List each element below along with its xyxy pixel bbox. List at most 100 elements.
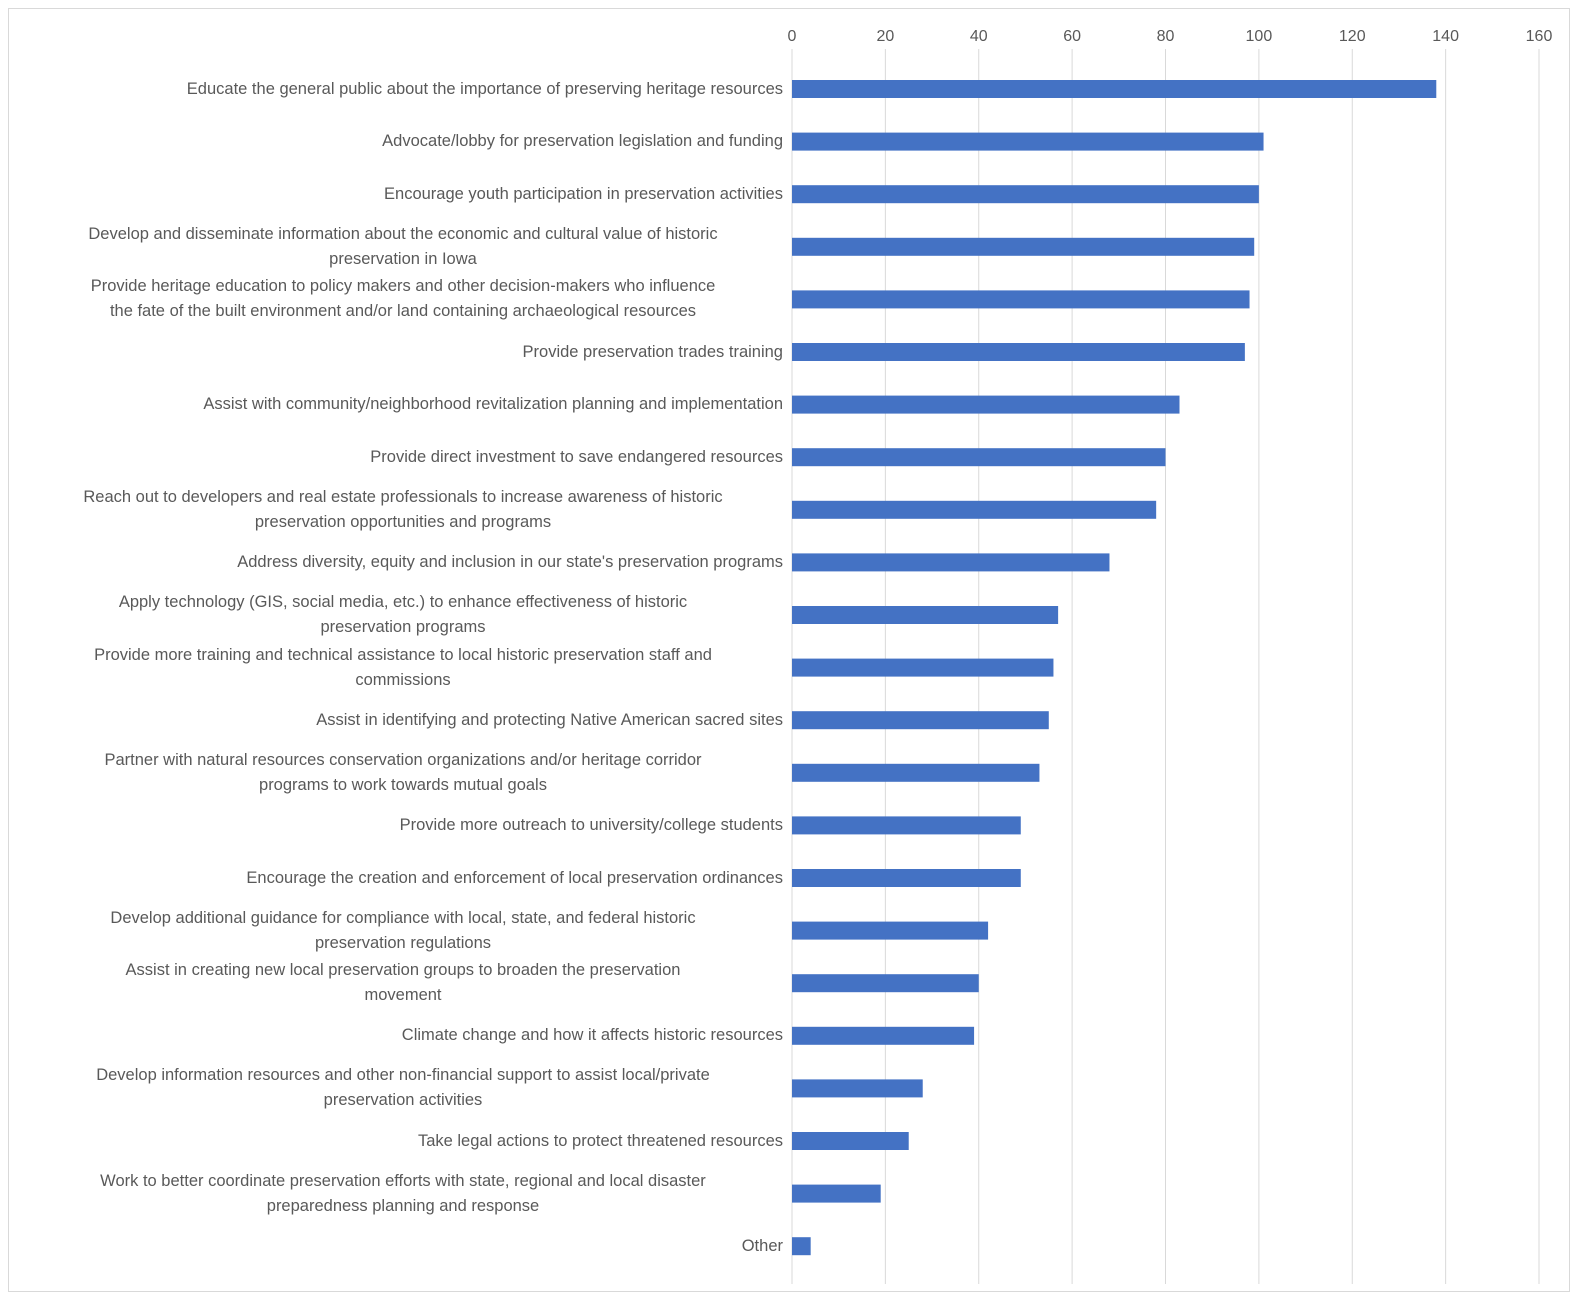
category-label-line: Reach out to developers and real estate … bbox=[83, 487, 723, 506]
bar bbox=[792, 132, 1264, 151]
x-tick-label: 140 bbox=[1432, 28, 1459, 45]
category-label-text: Provide preservation trades training bbox=[523, 340, 783, 365]
x-tick-label: 100 bbox=[1246, 28, 1273, 45]
x-tick-label: 0 bbox=[788, 28, 797, 45]
category-label-text: Partner with natural resources conservat… bbox=[104, 748, 701, 798]
category-label-line: Other bbox=[741, 1236, 783, 1255]
category-label-line: the fate of the built environment and/or… bbox=[109, 302, 697, 321]
category-label-text: Provide heritage education to policy mak… bbox=[91, 274, 716, 324]
category-label: Other bbox=[23, 1234, 783, 1259]
category-label-line: preservation programs bbox=[320, 618, 486, 636]
x-tick-label: 40 bbox=[970, 28, 988, 45]
category-label: Reach out to developers and real estate … bbox=[23, 485, 783, 535]
category-label: Provide more outreach to university/coll… bbox=[23, 813, 783, 838]
category-label-line: Provide direct investment to save endang… bbox=[370, 447, 783, 466]
bar bbox=[792, 290, 1250, 309]
category-label-text: Assist in identifying and protecting Nat… bbox=[316, 708, 783, 733]
category-label: Encourage the creation and enforcement o… bbox=[23, 866, 783, 891]
bar bbox=[792, 711, 1049, 730]
bar bbox=[792, 185, 1259, 204]
category-label-line: Address diversity, equity and inclusion … bbox=[237, 552, 783, 571]
category-label-line: Provide more outreach to university/coll… bbox=[399, 815, 783, 834]
category-label-text: Provide more training and technical assi… bbox=[94, 643, 712, 693]
category-label-line: Provide more training and technical assi… bbox=[94, 645, 712, 664]
category-label-line: preparedness planning and response bbox=[266, 1196, 540, 1215]
category-label: Provide preservation trades training bbox=[23, 340, 783, 365]
bar bbox=[792, 1184, 881, 1203]
category-label-text: Encourage the creation and enforcement o… bbox=[246, 866, 783, 891]
bar bbox=[792, 553, 1110, 572]
category-label: Assist in creating new local preservatio… bbox=[23, 958, 783, 1008]
category-label: Provide direct investment to save endang… bbox=[23, 445, 783, 470]
bar bbox=[792, 1079, 923, 1098]
x-tick-label: 20 bbox=[876, 28, 894, 45]
category-label-line: programs to work towards mutual goals bbox=[259, 775, 547, 794]
category-label: Address diversity, equity and inclusion … bbox=[23, 550, 783, 575]
category-label-text: Develop and disseminate information abou… bbox=[88, 222, 717, 272]
category-label: Develop additional guidance for complian… bbox=[23, 906, 783, 956]
bar-chart: 0 20 40 60 80 100 120 140 160 bbox=[788, 28, 1553, 1284]
category-label-line: Climate change and how it affects histor… bbox=[401, 1026, 783, 1045]
bar bbox=[792, 1026, 975, 1045]
bar bbox=[792, 921, 989, 940]
category-label-line: Develop information resources and other … bbox=[96, 1066, 710, 1085]
category-label-line: Provide preservation trades training bbox=[522, 342, 783, 361]
category-label-text: Develop information resources and other … bbox=[96, 1063, 710, 1113]
category-label-line: Partner with natural resources conservat… bbox=[104, 750, 702, 769]
category-label: Develop and disseminate information abou… bbox=[23, 222, 783, 272]
category-label-line: preservation activities bbox=[323, 1091, 483, 1110]
category-label: Provide heritage education to policy mak… bbox=[23, 274, 783, 324]
category-label-text: Provide more outreach to university/coll… bbox=[400, 813, 783, 838]
category-label: Assist in identifying and protecting Nat… bbox=[23, 708, 783, 733]
x-tick-label: 160 bbox=[1526, 28, 1553, 45]
bar bbox=[792, 343, 1245, 361]
category-label-line: Apply technology (GIS, social media, etc… bbox=[118, 593, 688, 611]
bar bbox=[792, 500, 1157, 519]
bar bbox=[792, 606, 1059, 624]
category-label-text: Encourage youth participation in preserv… bbox=[384, 182, 783, 207]
category-label-text: Work to better coordinate preservation e… bbox=[100, 1169, 706, 1219]
bar bbox=[792, 869, 1021, 887]
bar bbox=[792, 763, 1040, 782]
category-label-line: preservation opportunities and programs bbox=[254, 512, 552, 531]
category-label-line: preservation regulations bbox=[314, 933, 492, 952]
category-label-text: Assist in creating new local preservatio… bbox=[126, 958, 681, 1008]
bar bbox=[792, 1237, 811, 1256]
bar bbox=[792, 237, 1255, 256]
x-tick-label: 120 bbox=[1339, 28, 1366, 45]
category-label-text: Assist with community/neighborhood revit… bbox=[203, 392, 783, 417]
category-label-line: movement bbox=[364, 986, 442, 1005]
category-label-line: Develop additional guidance for complian… bbox=[110, 908, 696, 927]
category-label-text: Other bbox=[742, 1234, 783, 1259]
category-label-text: Take legal actions to protect threatened… bbox=[418, 1129, 783, 1154]
category-label-line: Assist in identifying and protecting Nat… bbox=[316, 710, 783, 729]
category-label-line: Educate the general public about the imp… bbox=[186, 79, 783, 98]
bar bbox=[792, 1132, 909, 1150]
category-label: Educate the general public about the imp… bbox=[23, 77, 783, 102]
category-label-text: Educate the general public about the imp… bbox=[187, 77, 783, 102]
chart-frame: 0 20 40 60 80 100 120 140 160 Educate the genera… bbox=[8, 8, 1570, 1292]
category-label-line: Advocate/lobby for preservation legislat… bbox=[382, 132, 783, 151]
x-tick-label: 60 bbox=[1063, 28, 1081, 45]
category-label-text: Develop additional guidance for complian… bbox=[110, 906, 695, 956]
bar bbox=[792, 658, 1054, 677]
x-tick-label: 80 bbox=[1157, 28, 1175, 45]
category-label-line: Provide heritage education to policy mak… bbox=[90, 277, 716, 296]
category-label-line: Work to better coordinate preservation e… bbox=[100, 1171, 706, 1190]
category-label: Apply technology (GIS, social media, etc… bbox=[23, 590, 783, 640]
category-label-text: Advocate/lobby for preservation legislat… bbox=[382, 129, 783, 154]
category-label-text: Climate change and how it affects histor… bbox=[402, 1023, 783, 1048]
category-label: Develop information resources and other … bbox=[23, 1063, 783, 1113]
category-label: Climate change and how it affects histor… bbox=[23, 1023, 783, 1048]
category-label-line: Encourage the creation and enforcement o… bbox=[246, 868, 783, 887]
bar bbox=[792, 448, 1166, 467]
category-label: Provide more training and technical assi… bbox=[23, 643, 783, 693]
category-label-line: preservation in Iowa bbox=[329, 249, 477, 268]
category-label-text: Reach out to developers and real estate … bbox=[83, 485, 722, 535]
category-label-text: Address diversity, equity and inclusion … bbox=[237, 550, 783, 575]
category-label-text: Apply technology (GIS, social media, etc… bbox=[119, 590, 687, 640]
category-label-line: Assist in creating new local preservatio… bbox=[125, 961, 681, 980]
bar bbox=[792, 816, 1021, 835]
category-label-line: Encourage youth participation in preserv… bbox=[384, 184, 783, 203]
category-label: Assist with community/neighborhood revit… bbox=[23, 392, 783, 417]
